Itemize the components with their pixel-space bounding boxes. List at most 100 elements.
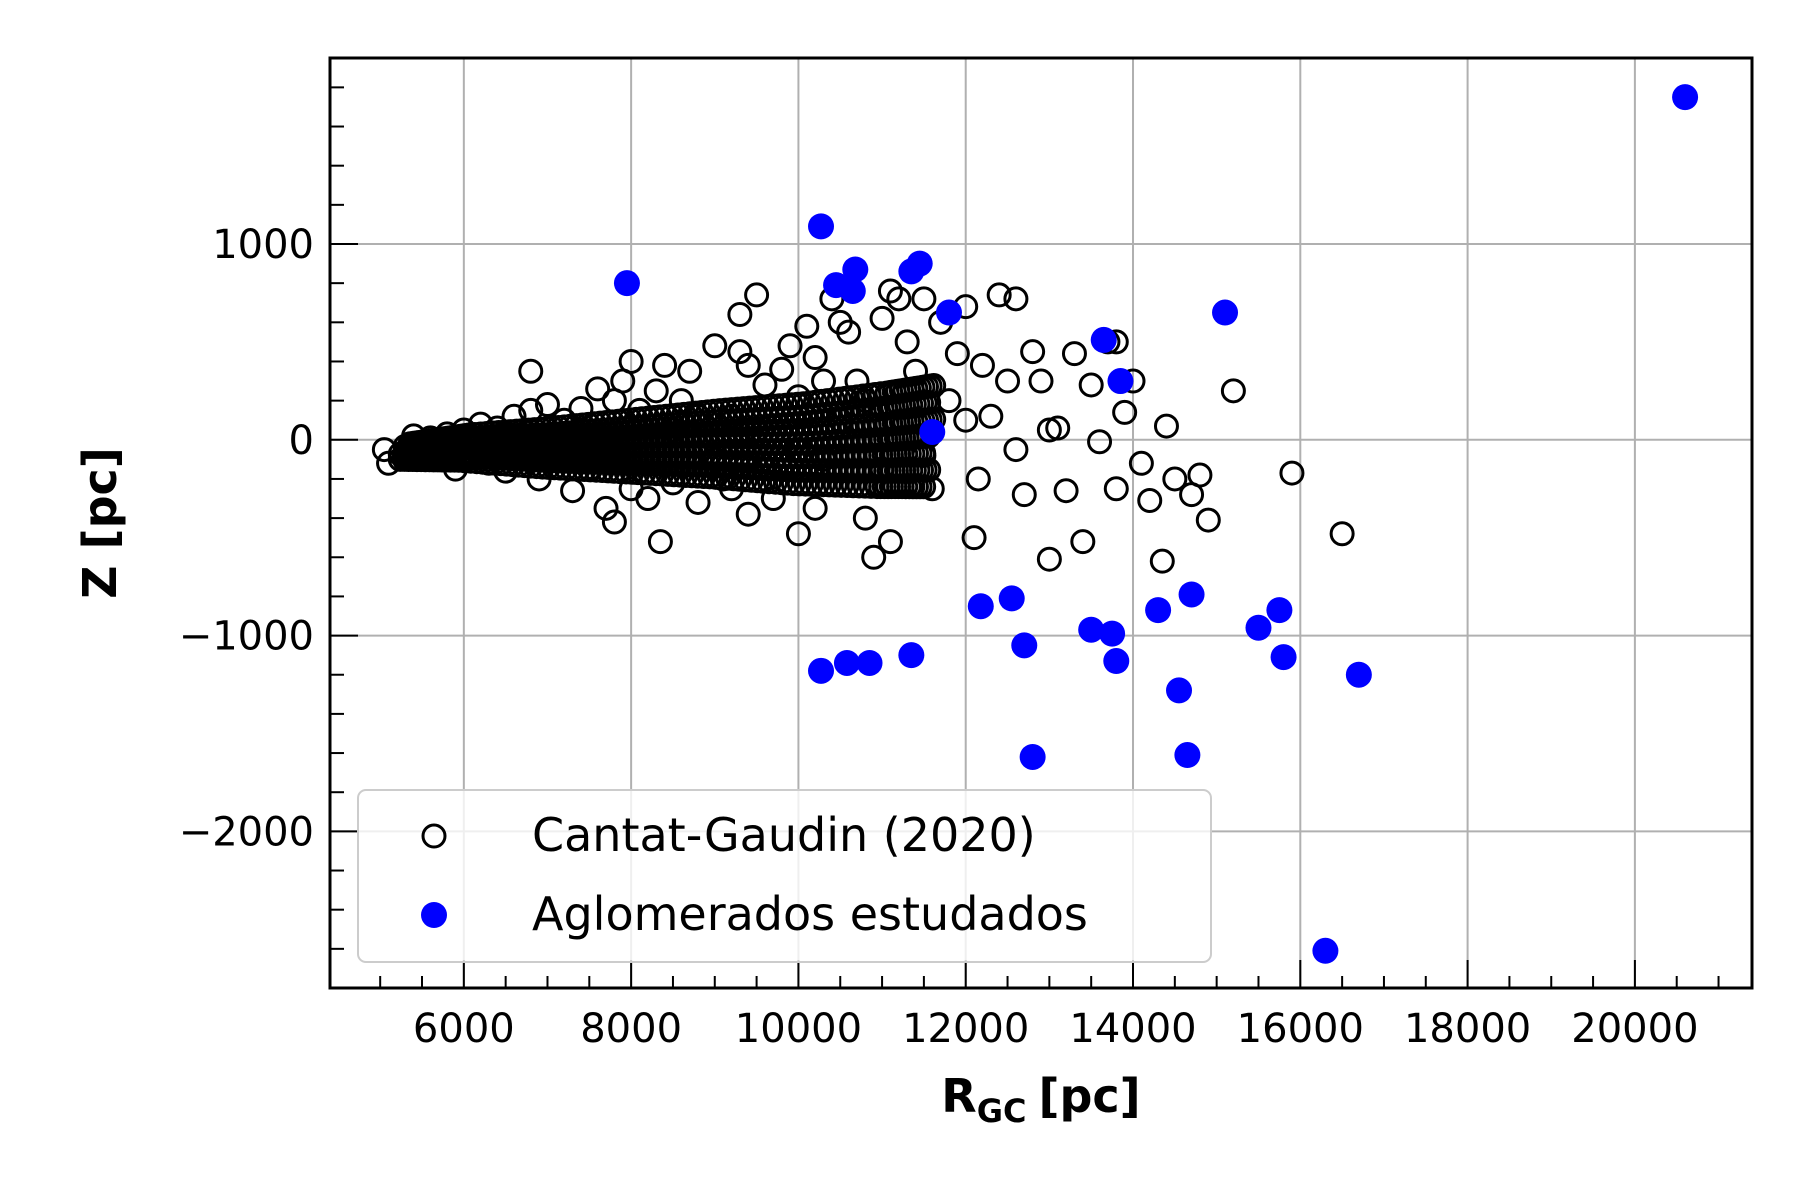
data-point [794,313,820,339]
data-point [518,397,544,423]
data-point [869,305,895,331]
legend-marker-filled-circle [421,902,447,928]
data-point [1312,937,1339,964]
data-point [769,356,795,382]
data-point [1178,581,1205,608]
data-point [1153,413,1179,439]
data-point [919,418,946,445]
data-point [852,505,878,531]
data-point [836,319,862,345]
data-point [744,417,770,443]
data-point [861,544,887,570]
data-point [944,341,970,367]
data-point [1270,644,1297,671]
data-point [509,439,535,465]
x-tick-label: 16000 [1237,1006,1364,1052]
data-point [568,395,594,421]
data-point [551,407,577,433]
data-point [1103,476,1129,502]
data-point [643,378,669,404]
data-point [576,456,602,482]
data-point [965,466,991,492]
axis-ticks [330,86,1720,989]
data-point [808,657,835,684]
data-point [417,425,443,451]
data-point [1128,450,1154,476]
data-point [998,585,1025,612]
data-point [727,339,753,365]
data-point [685,403,711,429]
data-point [518,358,544,384]
data-point [702,333,728,359]
data-point [906,250,933,277]
legend: Cantat-Gaudin (2020) Aglomerados estudad… [357,789,1212,963]
data-point [1078,616,1105,643]
data-point [1266,597,1293,624]
data-point [1245,614,1272,641]
data-point [811,368,837,394]
data-point [735,501,761,527]
data-point [668,388,694,414]
data-point [1162,466,1188,492]
data-point [1672,84,1699,111]
data-point [585,376,611,402]
data-point [526,466,552,492]
x-tick-labels: 6000 8000 10000 12000 14000 16000 18000 20000 [413,1006,1699,1052]
data-point [1103,648,1130,675]
data-point [986,282,1012,308]
data-point [1187,462,1213,488]
data-point [534,392,560,418]
data-point [1003,437,1029,463]
data-point [660,417,686,443]
data-point [635,486,661,512]
x-tick-label: 12000 [902,1006,1029,1052]
y-tick-label: 0 [289,418,314,464]
data-point [1279,460,1305,486]
data-point [1220,378,1246,404]
data-point [1087,429,1113,455]
data-point [936,388,962,414]
data-point [811,446,837,472]
data-point [685,489,711,515]
data-point [1036,546,1062,572]
data-point [967,593,994,620]
data-point [468,411,494,437]
x-axis-title-unit: [pc] [1038,1069,1140,1123]
x-axis-title-main: R [941,1069,976,1123]
data-point [785,521,811,547]
data-point [702,446,728,472]
data-point [785,384,811,410]
data-point [647,529,673,555]
data-point [593,495,619,521]
data-point-dense [916,457,942,483]
data-point [1003,286,1029,312]
data-point [1195,507,1221,533]
x-tick-label: 6000 [413,1006,515,1052]
data-point [752,372,778,398]
data-point [877,278,903,304]
data-point [911,442,937,468]
data-point [1011,632,1038,659]
data-point-dense [921,373,947,399]
data-point [626,397,652,423]
data-point [978,403,1004,429]
data-point [852,388,878,414]
data-point [735,352,761,378]
data-point [894,329,920,355]
data-point [576,437,602,463]
data-point [1137,487,1163,513]
data-point [785,437,811,463]
data-point [911,286,937,312]
data-point [376,450,402,476]
data-point [1145,597,1172,624]
series-cantat-gaudin [371,278,1355,574]
data-point [969,352,995,378]
data-point [459,433,485,459]
data-point [493,421,519,447]
data-point [1107,368,1134,395]
legend-label-cantat-gaudin: Cantat-Gaudin (2020) [532,808,1036,862]
y-tick-label: 1000 [212,222,314,268]
data-point [833,649,860,676]
data-point [442,456,468,482]
data-point [1099,620,1126,647]
